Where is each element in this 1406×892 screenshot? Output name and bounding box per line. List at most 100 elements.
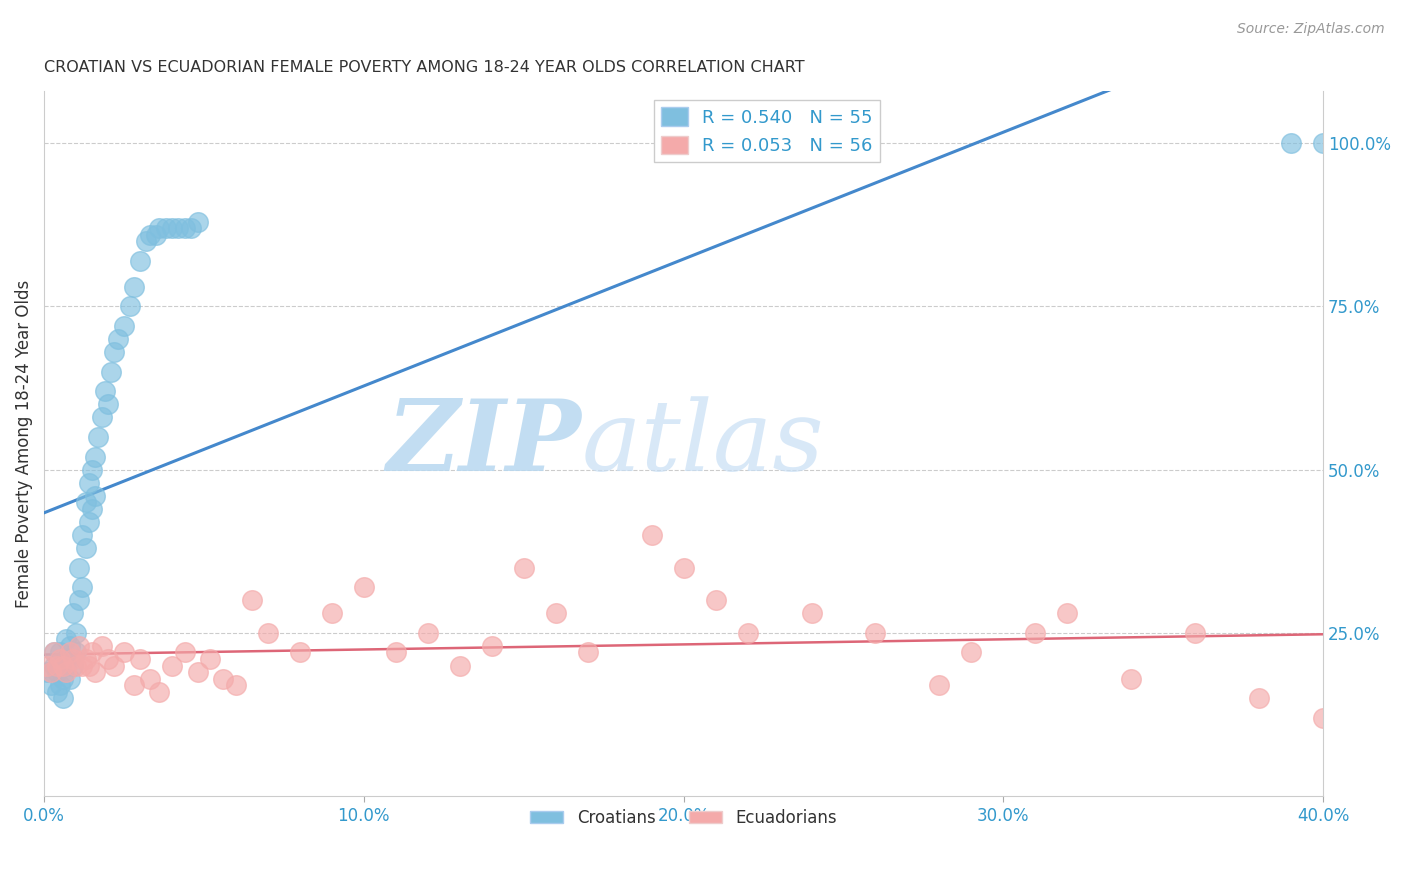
Point [42, 645, 65, 659]
Point [1279, 136, 1302, 151]
Point [107, 332, 129, 346]
Point [59, 672, 82, 686]
Point [67, 639, 90, 653]
Point [385, 645, 408, 659]
Point [1184, 626, 1206, 640]
Point [138, 227, 160, 242]
Point [52, 691, 75, 706]
Point [481, 639, 503, 653]
Point [84, 665, 107, 679]
Point [112, 645, 135, 659]
Point [288, 645, 311, 659]
Point [173, 645, 195, 659]
Point [148, 684, 170, 698]
Point [55, 632, 77, 647]
Point [97, 397, 120, 411]
Point [52, 672, 75, 686]
Point [129, 652, 152, 666]
Point [225, 678, 247, 692]
Point [65, 658, 87, 673]
Point [257, 626, 280, 640]
Point [1121, 672, 1143, 686]
Point [45, 684, 67, 698]
Point [65, 626, 87, 640]
Point [148, 221, 170, 235]
Point [167, 221, 190, 235]
Point [94, 384, 117, 399]
Point [800, 607, 823, 621]
Point [75, 495, 97, 509]
Point [353, 580, 375, 594]
Point [90, 410, 112, 425]
Point [42, 658, 65, 673]
Point [77, 475, 100, 490]
Point [737, 626, 759, 640]
Point [928, 678, 950, 692]
Point [672, 560, 695, 574]
Point [640, 528, 662, 542]
Point [160, 221, 183, 235]
Point [576, 645, 599, 659]
Point [45, 658, 67, 673]
Point [55, 658, 77, 673]
Point [87, 430, 110, 444]
Point [200, 652, 222, 666]
Point [45, 665, 67, 679]
Point [49, 652, 72, 666]
Point [240, 593, 263, 607]
Text: CROATIAN VS ECUADORIAN FEMALE POVERTY AMONG 18-24 YEAR OLDS CORRELATION CHART: CROATIAN VS ECUADORIAN FEMALE POVERTY AM… [44, 60, 804, 75]
Point [212, 672, 235, 686]
Point [187, 665, 209, 679]
Point [135, 234, 157, 248]
Point [416, 626, 439, 640]
Point [80, 501, 103, 516]
Point [80, 463, 103, 477]
Point [155, 221, 177, 235]
Point [55, 665, 77, 679]
Point [173, 221, 195, 235]
Point [49, 645, 72, 659]
Point [72, 658, 94, 673]
Point [49, 678, 72, 692]
Point [187, 214, 209, 228]
Point [449, 658, 471, 673]
Point [960, 645, 983, 659]
Point [180, 221, 202, 235]
Point [75, 652, 97, 666]
Point [37, 665, 59, 679]
Point [55, 652, 77, 666]
Point [59, 639, 82, 653]
Point [865, 626, 887, 640]
Point [129, 253, 152, 268]
Point [84, 489, 107, 503]
Point [59, 645, 82, 659]
Point [1024, 626, 1046, 640]
Point [72, 580, 94, 594]
Point [65, 645, 87, 659]
Point [100, 365, 122, 379]
Point [1312, 136, 1334, 151]
Text: Source: ZipAtlas.com: Source: ZipAtlas.com [1237, 22, 1385, 37]
Point [62, 607, 84, 621]
Legend: Croatians, Ecuadorians: Croatians, Ecuadorians [523, 802, 844, 834]
Point [122, 678, 145, 692]
Point [120, 300, 142, 314]
Point [72, 528, 94, 542]
Point [67, 593, 90, 607]
Point [544, 607, 567, 621]
Point [513, 560, 536, 574]
Point [80, 645, 103, 659]
Point [122, 280, 145, 294]
Point [84, 450, 107, 464]
Point [49, 658, 72, 673]
Point [1056, 607, 1078, 621]
Point [704, 593, 727, 607]
Point [112, 319, 135, 334]
Point [1249, 691, 1271, 706]
Point [37, 658, 59, 673]
Point [321, 607, 343, 621]
Point [77, 515, 100, 529]
Point [103, 345, 125, 359]
Point [75, 541, 97, 555]
Point [90, 639, 112, 653]
